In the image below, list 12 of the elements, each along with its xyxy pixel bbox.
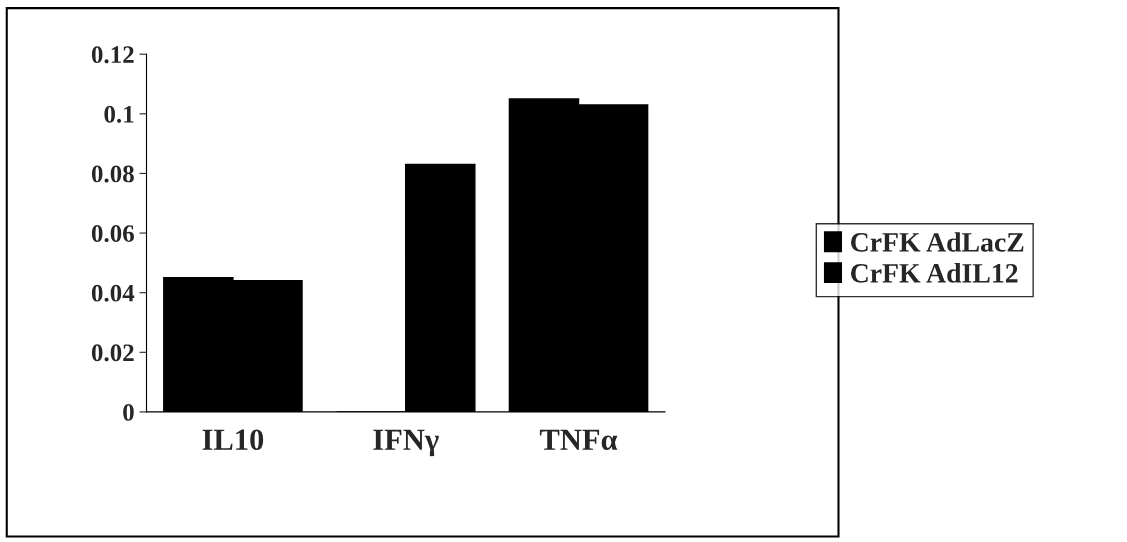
y-tick-label: 0.12 [91,46,134,64]
y-tick-label: 0.1 [104,105,134,123]
x-tick-label: IL10 [202,429,264,451]
x-tick-label: IFNγ [373,429,439,457]
legend-label: CrFK AdLacZ [851,232,1024,252]
y-tick-label: 0 [123,403,134,421]
y-tick-label: 0.02 [91,344,134,362]
y-tick-label: 0.08 [91,165,134,183]
y-tick-label: 0.04 [91,284,135,302]
legend-label: CrFK AdIL12 [851,263,1018,283]
y-tick-label: 0.06 [91,225,134,243]
x-tick-label: TNFα [539,429,618,451]
